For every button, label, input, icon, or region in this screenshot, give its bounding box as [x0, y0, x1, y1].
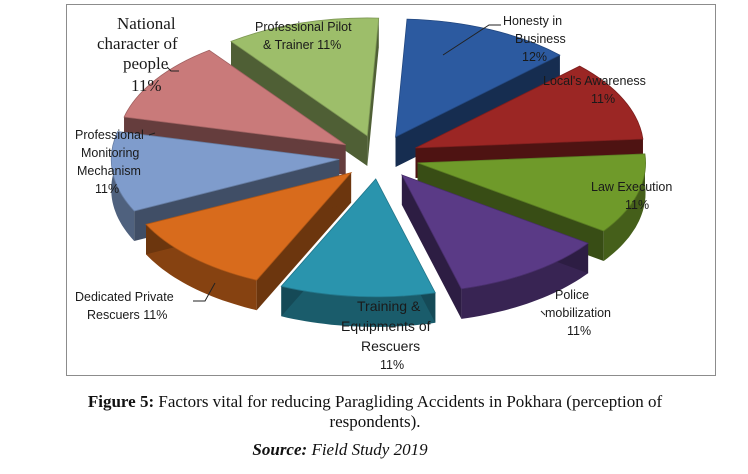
pie-slice-professional-pilot-trainer [230, 17, 380, 166]
label-training-line3: Rescuers [361, 338, 420, 354]
pie-slice-dedicated-private-rescuers [145, 172, 353, 311]
label-honesty-line2: Business [515, 32, 566, 46]
pie-chart: Honesty in Business 12% Local's Awarenes… [75, 14, 672, 372]
pie-slice-top [417, 153, 646, 232]
figure-source: Source: Field Study 2019 [0, 440, 680, 460]
label-law-pct: 11% [625, 198, 649, 212]
label-private-line1: Dedicated Private [75, 290, 174, 304]
label-monitoring-pct: 11% [95, 182, 119, 196]
label-police-line2: mobilization [545, 306, 611, 320]
label-national-line3: people [123, 54, 168, 73]
chart-frame: Honesty in Business 12% Local's Awarenes… [66, 4, 716, 376]
label-national-pct: 11% [131, 76, 162, 95]
label-monitoring-line1: Professional [75, 128, 144, 142]
leader-lines [148, 24, 546, 316]
label-national-line2: character of [97, 34, 178, 53]
figure-label: Figure 5: [87, 392, 155, 411]
label-honesty-line1: Honesty in [503, 14, 562, 28]
label-training-line1: Training & [357, 298, 421, 314]
pie-slices [110, 17, 646, 327]
figure-caption: Figure 5: Factors vital for reducing Par… [60, 392, 690, 432]
pie-slice-top [395, 18, 561, 138]
label-monitoring-line3: Mechanism [77, 164, 141, 178]
pie-slice-top [401, 174, 589, 290]
pie-slice-top [145, 172, 353, 281]
label-police-pct: 11% [567, 324, 591, 338]
leader-line-private [193, 282, 216, 302]
pie-slice-side [603, 153, 646, 261]
label-locals-line1: Local's Awareness [543, 74, 646, 88]
pie-slice-police-mobilization [401, 174, 589, 319]
source-text: Field Study 2019 [307, 440, 428, 459]
label-pilot-line1: Professional Pilot [255, 20, 352, 34]
label-training-line2: Equipments of [341, 318, 431, 334]
pie-slice-top [123, 49, 346, 146]
label-national-line1: National [117, 14, 176, 33]
pie-slice-face [401, 175, 462, 319]
leader-line-honesty [442, 24, 501, 56]
label-monitoring-line2: Monitoring [81, 146, 139, 160]
leader-line-national [166, 66, 179, 72]
pie-slice-top [415, 65, 644, 149]
label-police-line1: Police [555, 288, 589, 302]
figure-caption-text: Factors vital for reducing Paragliding A… [154, 392, 663, 431]
pie-slice-top [110, 131, 340, 212]
pie-slice-face [231, 41, 368, 166]
pie-slice-training-equipments-of-rescuers [280, 178, 436, 327]
pie-slice-top [280, 178, 436, 298]
leader-line-police [540, 310, 546, 316]
label-honesty-pct: 12% [522, 50, 547, 64]
label-private-line2: Rescuers 11% [87, 308, 167, 322]
label-law-line1: Law Execution [591, 180, 672, 194]
source-label: Source: [252, 440, 308, 459]
label-locals-pct: 11% [591, 92, 615, 106]
pie-slice-top [230, 17, 380, 137]
leader-line-monitoring [148, 132, 156, 136]
label-pilot-line2: & Trainer 11% [263, 38, 341, 52]
label-training-pct: 11% [380, 358, 404, 372]
pie-slice-face [367, 18, 379, 166]
pie-slice-side [146, 224, 257, 311]
